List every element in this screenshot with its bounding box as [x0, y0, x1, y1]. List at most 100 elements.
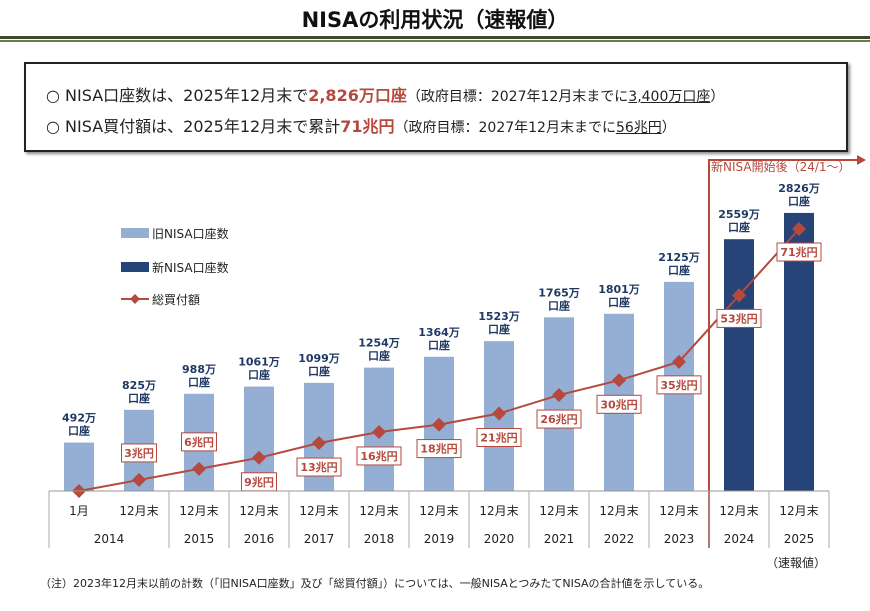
- x-tick-month: 12月末: [539, 504, 578, 518]
- line-point-marker: [612, 373, 626, 388]
- bar-unit-label: 口座: [368, 349, 390, 363]
- x-tick-month: 12月末: [119, 504, 158, 518]
- bar-unit-label: 口座: [308, 364, 330, 378]
- line-value-box: [416, 439, 462, 459]
- x-tick-month: 12月末: [599, 504, 638, 518]
- line-point-marker: [372, 424, 386, 439]
- bar-value-label: 1061万: [238, 356, 280, 369]
- legend-label: 旧NISA口座数: [152, 226, 229, 241]
- x-tick-year: 2021: [544, 532, 575, 546]
- line-point-marker: [492, 406, 506, 421]
- line-value-label: 53兆円: [720, 311, 757, 325]
- line-value-label: 13兆円: [300, 460, 337, 474]
- new-nisa-divider: [708, 159, 860, 548]
- legend-label: 総買付額: [152, 293, 200, 307]
- x-tick-year: 2025: [784, 532, 815, 546]
- bar-value-label: 1254万: [358, 337, 400, 350]
- bar-unit-label: 口座: [128, 391, 150, 405]
- x-tick-month: 12月末: [239, 504, 278, 518]
- line-point-marker: [192, 461, 206, 476]
- x-tick-year: 2018: [364, 532, 395, 546]
- line-point-marker: [432, 417, 446, 432]
- line-value-box: [596, 394, 642, 414]
- line-value-label: 30兆円: [600, 397, 637, 411]
- summary-paren: ）: [661, 120, 676, 136]
- line-value-label: 18兆円: [420, 442, 457, 456]
- line-value-label: 9兆円: [244, 475, 274, 489]
- bar-unit-label: 口座: [248, 368, 270, 382]
- new-nisa-start-label: 新NISA開始後（24/1～）: [711, 159, 851, 174]
- line-value-label: 6兆円: [184, 435, 214, 449]
- line-value-box: [356, 446, 402, 466]
- line-value-label: 26兆円: [540, 412, 577, 426]
- line-point-marker: [132, 472, 146, 487]
- x-tick-year: 2017: [304, 532, 335, 546]
- bar-unit-label: 口座: [428, 338, 450, 352]
- bar-value-label: 825万: [122, 379, 156, 392]
- line-point-marker: [672, 354, 686, 369]
- x-tick-year: 2014: [94, 532, 125, 546]
- legend-swatch-new-nisa: [121, 262, 149, 272]
- footnote: （注）2023年12月末以前の計数（「旧NISA口座数」及び「総買付額」）につい…: [40, 577, 710, 590]
- line-point-marker: [732, 288, 746, 303]
- preliminary-label: （速報値）: [765, 556, 826, 570]
- x-tick-year: 2022: [604, 532, 635, 546]
- summary-target: 56兆円: [615, 120, 662, 136]
- arrow-icon: [857, 155, 866, 165]
- x-tick-year: 2024: [724, 532, 755, 546]
- x-tick-month: 12月末: [179, 504, 218, 518]
- summary-target-text: （政府目標：2027年12月末までに: [394, 120, 616, 136]
- bar-value-label: 1099万: [298, 352, 340, 365]
- x-tick-month: 12月末: [719, 504, 758, 518]
- summary-purchases: ○ NISA買付額は、2025年12月末で累計71兆円（政府目標：2027年12…: [46, 113, 676, 137]
- x-tick-month: 12月末: [419, 504, 458, 518]
- bar-value-label: 2125万: [658, 251, 700, 264]
- x-tick-year: 2016: [244, 532, 275, 546]
- x-tick-year: 2020: [484, 532, 515, 546]
- bar-value-label: 1523万: [478, 310, 520, 323]
- legend-diamond-icon: [130, 294, 140, 304]
- line-value-box: [476, 428, 522, 448]
- bar-value-label: 492万: [62, 412, 96, 425]
- line-value-label: 35兆円: [660, 378, 697, 392]
- title-divider-thin: [0, 40, 870, 42]
- bar-value-label: 1801万: [598, 283, 640, 296]
- page-title: NISAの利用状況（速報値）: [301, 8, 569, 32]
- line-point-marker: [552, 388, 566, 403]
- legend-swatch-old-nisa: [121, 228, 149, 238]
- line-value-box: [536, 409, 582, 429]
- summary-target: 3,400万口座: [628, 89, 711, 105]
- bar-value-label: 2826万: [778, 182, 820, 195]
- bar-unit-label: 口座: [668, 263, 690, 277]
- bar-unit-label: 口座: [488, 322, 510, 336]
- bar-value-label: 988万: [182, 363, 216, 376]
- x-tick-month: 1月: [69, 504, 89, 518]
- bar-value-label: 2559万: [718, 208, 760, 221]
- summary-highlight: 2,826万口座: [308, 86, 407, 105]
- summary-paren: ）: [710, 89, 725, 105]
- x-tick-month: 12月末: [479, 504, 518, 518]
- line-value-box: [121, 443, 157, 463]
- summary-highlight: 71兆円: [340, 117, 395, 136]
- old-nisa-bar: [544, 317, 574, 491]
- legend-label: 新NISA口座数: [152, 260, 229, 275]
- bar-unit-label: 口座: [728, 220, 750, 234]
- line-value-box: [296, 457, 342, 477]
- bar-unit-label: 口座: [788, 194, 810, 208]
- line-point-marker: [312, 436, 326, 451]
- bar-value-label: 1364万: [418, 326, 460, 339]
- line-point-marker: [792, 222, 806, 237]
- x-tick-month: 12月末: [299, 504, 338, 518]
- summary-text: ○ NISA口座数は、2025年12月末で: [46, 86, 309, 105]
- summary-text: ○ NISA買付額は、2025年12月末で累計: [46, 117, 341, 136]
- x-tick-month: 12月末: [779, 504, 818, 518]
- summary-accounts: ○ NISA口座数は、2025年12月末で2,826万口座（政府目標：2027年…: [46, 82, 724, 106]
- x-tick-year: 2019: [424, 532, 455, 546]
- bar-value-label: 1765万: [538, 286, 580, 299]
- x-tick-year: 2023: [664, 532, 695, 546]
- line-point-marker: [252, 450, 266, 465]
- line-value-label: 16兆円: [360, 449, 397, 463]
- line-value-box: [656, 375, 702, 395]
